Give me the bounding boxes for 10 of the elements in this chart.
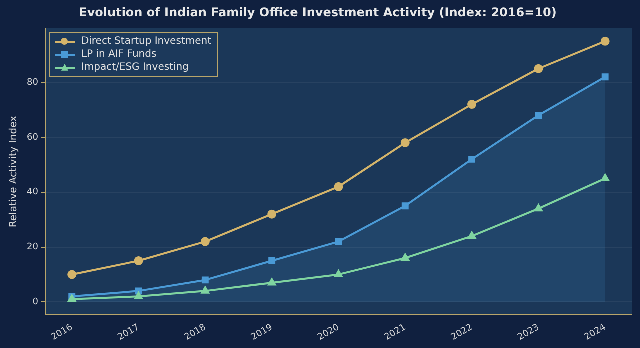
y-tick-label: 20 bbox=[27, 242, 39, 253]
legend-label: Direct Startup Investment bbox=[81, 35, 212, 48]
y-tick-label: 0 bbox=[32, 298, 39, 308]
chart-title: Evolution of Indian Family Office Investment Activity (Index: 2016=10) bbox=[79, 5, 557, 20]
y-axis-title: Relative Activity Index bbox=[8, 116, 20, 228]
y-tick-label: 80 bbox=[27, 78, 39, 88]
y-tick-label: 40 bbox=[27, 188, 39, 198]
legend-label: LP in AIF Funds bbox=[81, 48, 157, 62]
y-tick-label: 60 bbox=[27, 132, 39, 143]
legend-label: Impact/ESG Investing bbox=[81, 61, 189, 74]
